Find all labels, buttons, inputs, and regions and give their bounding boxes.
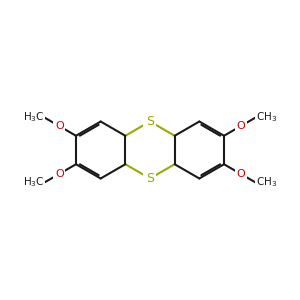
Text: O: O (55, 169, 64, 179)
Text: S: S (146, 172, 154, 185)
Text: O: O (55, 121, 64, 131)
Text: CH$_3$: CH$_3$ (256, 110, 277, 124)
Text: H$_3$C: H$_3$C (23, 110, 44, 124)
Text: CH$_3$: CH$_3$ (256, 176, 277, 190)
Text: O: O (236, 121, 245, 131)
Text: H$_3$C: H$_3$C (23, 176, 44, 190)
Text: S: S (146, 115, 154, 128)
Text: O: O (236, 169, 245, 179)
